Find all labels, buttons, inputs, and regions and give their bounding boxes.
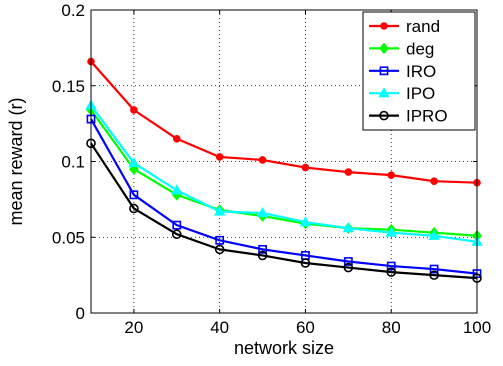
data-point-ipo [428, 229, 440, 240]
legend-entry-deg: deg [369, 39, 434, 58]
data-point-ipo [342, 222, 354, 233]
legend-entry-rand: rand [369, 17, 440, 36]
data-point-ipro [343, 262, 354, 273]
legend-entry-ipro: IPRO [369, 107, 448, 126]
data-point-ipo [256, 206, 269, 218]
legend-label-iro: IRO [406, 62, 436, 81]
series-group [85, 57, 483, 283]
data-point-ipo [214, 205, 226, 216]
legend-label-ipo: IPO [406, 84, 435, 103]
legend-marker-iro [379, 66, 389, 76]
series-line-iro [90, 118, 478, 275]
legend-label-ipro: IPRO [406, 107, 448, 126]
data-point-rand [344, 168, 353, 176]
y-tick-label: 0.1 [61, 153, 85, 172]
x-tick-label: 40 [210, 318, 229, 337]
data-point-iro [129, 190, 139, 200]
y-tick-label: 0 [76, 304, 85, 323]
data-point-iro [172, 220, 182, 230]
data-point-rand [430, 177, 438, 185]
data-point-ipro [171, 229, 182, 240]
plot-frame [90, 9, 478, 314]
data-point-ipro [129, 203, 139, 214]
data-point-ipro [429, 270, 439, 280]
series-line-ipo [90, 104, 478, 243]
series-ipro [86, 138, 482, 283]
x-tick-label: 100 [463, 318, 491, 337]
y-axis-label: mean reward (r) [6, 97, 26, 225]
legend-label-rand: rand [406, 17, 440, 36]
data-point-ipro [257, 250, 268, 261]
x-axis-ticks: 20 40 60 80 100 [124, 10, 491, 337]
data-point-ipo [385, 226, 397, 237]
legend-entry-iro: IRO [369, 62, 436, 81]
data-point-iro [258, 244, 267, 254]
data-point-ipro [300, 258, 311, 268]
data-point-iro [429, 264, 439, 274]
legend-label-deg: deg [406, 39, 434, 58]
data-point-ipo [171, 184, 183, 195]
data-point-rand [301, 163, 310, 172]
data-point-rand [258, 156, 267, 164]
data-point-ipro [214, 244, 225, 255]
series-line-deg [90, 109, 478, 237]
data-point-iro [343, 257, 353, 266]
legend-marker-ipro [379, 110, 389, 121]
series-line-ipro [90, 142, 478, 280]
data-point-iro [215, 235, 225, 245]
x-tick-label: 20 [124, 318, 143, 337]
legend-marker-ipo [378, 87, 390, 98]
data-point-deg [129, 163, 139, 175]
x-tick-label: 60 [296, 318, 315, 337]
series-rand [87, 57, 481, 187]
data-point-ipro [386, 267, 397, 277]
data-point-rand [215, 153, 224, 161]
x-tick-label: 80 [382, 318, 401, 337]
data-point-rand [130, 106, 138, 114]
data-point-ipo [128, 156, 140, 168]
data-point-ipo [299, 216, 312, 227]
data-point-rand [172, 134, 181, 143]
legend-entry-ipo: IPO [369, 84, 435, 103]
legend-marker-rand [380, 22, 388, 30]
y-tick-label: 0.05 [52, 228, 85, 247]
series-line-rand [90, 60, 478, 184]
x-axis-label: network size [234, 338, 334, 358]
y-tick-label: 0.2 [61, 1, 85, 20]
data-point-rand [387, 171, 396, 179]
y-tick-label: 0.15 [52, 77, 85, 96]
series-iro [86, 114, 482, 279]
data-point-iro [386, 261, 396, 271]
series-ipo [85, 99, 483, 246]
legend: rand deg IRO IPO IPRO [362, 11, 476, 131]
legend-marker-deg [379, 42, 389, 55]
